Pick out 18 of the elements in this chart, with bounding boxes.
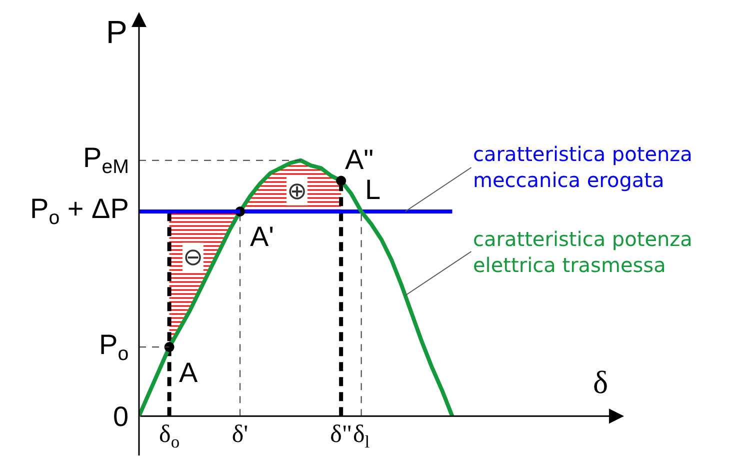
- ref-line-label: P$_{o}$: [99, 329, 129, 365]
- annotation: L: [365, 174, 381, 205]
- annotation: A': [250, 221, 274, 252]
- annotation: ⊕: [287, 177, 308, 205]
- ref-line-label: 0: [113, 401, 129, 432]
- y-axis-title: P: [106, 14, 128, 50]
- x-tick-label: δ": [330, 421, 352, 448]
- x-axis-title: δ: [593, 364, 608, 400]
- series-label: caratteristica potenza meccanica erogata: [473, 142, 692, 192]
- ref-line-label: P$_{o}$ + ΔP: [30, 193, 129, 229]
- ref-line-label: P$_{eM}$: [83, 142, 129, 178]
- x-tick-label: δ': [232, 421, 248, 448]
- x-tick-label: δ$_{o}$: [159, 421, 180, 452]
- x-tick-label: δ$_{l}$: [352, 421, 370, 452]
- annotation: A: [179, 357, 198, 388]
- annotation: A": [345, 144, 374, 175]
- text: caratteristica potenza elettrica trasmessa: [473, 227, 692, 277]
- annotation: ⊖: [183, 243, 204, 271]
